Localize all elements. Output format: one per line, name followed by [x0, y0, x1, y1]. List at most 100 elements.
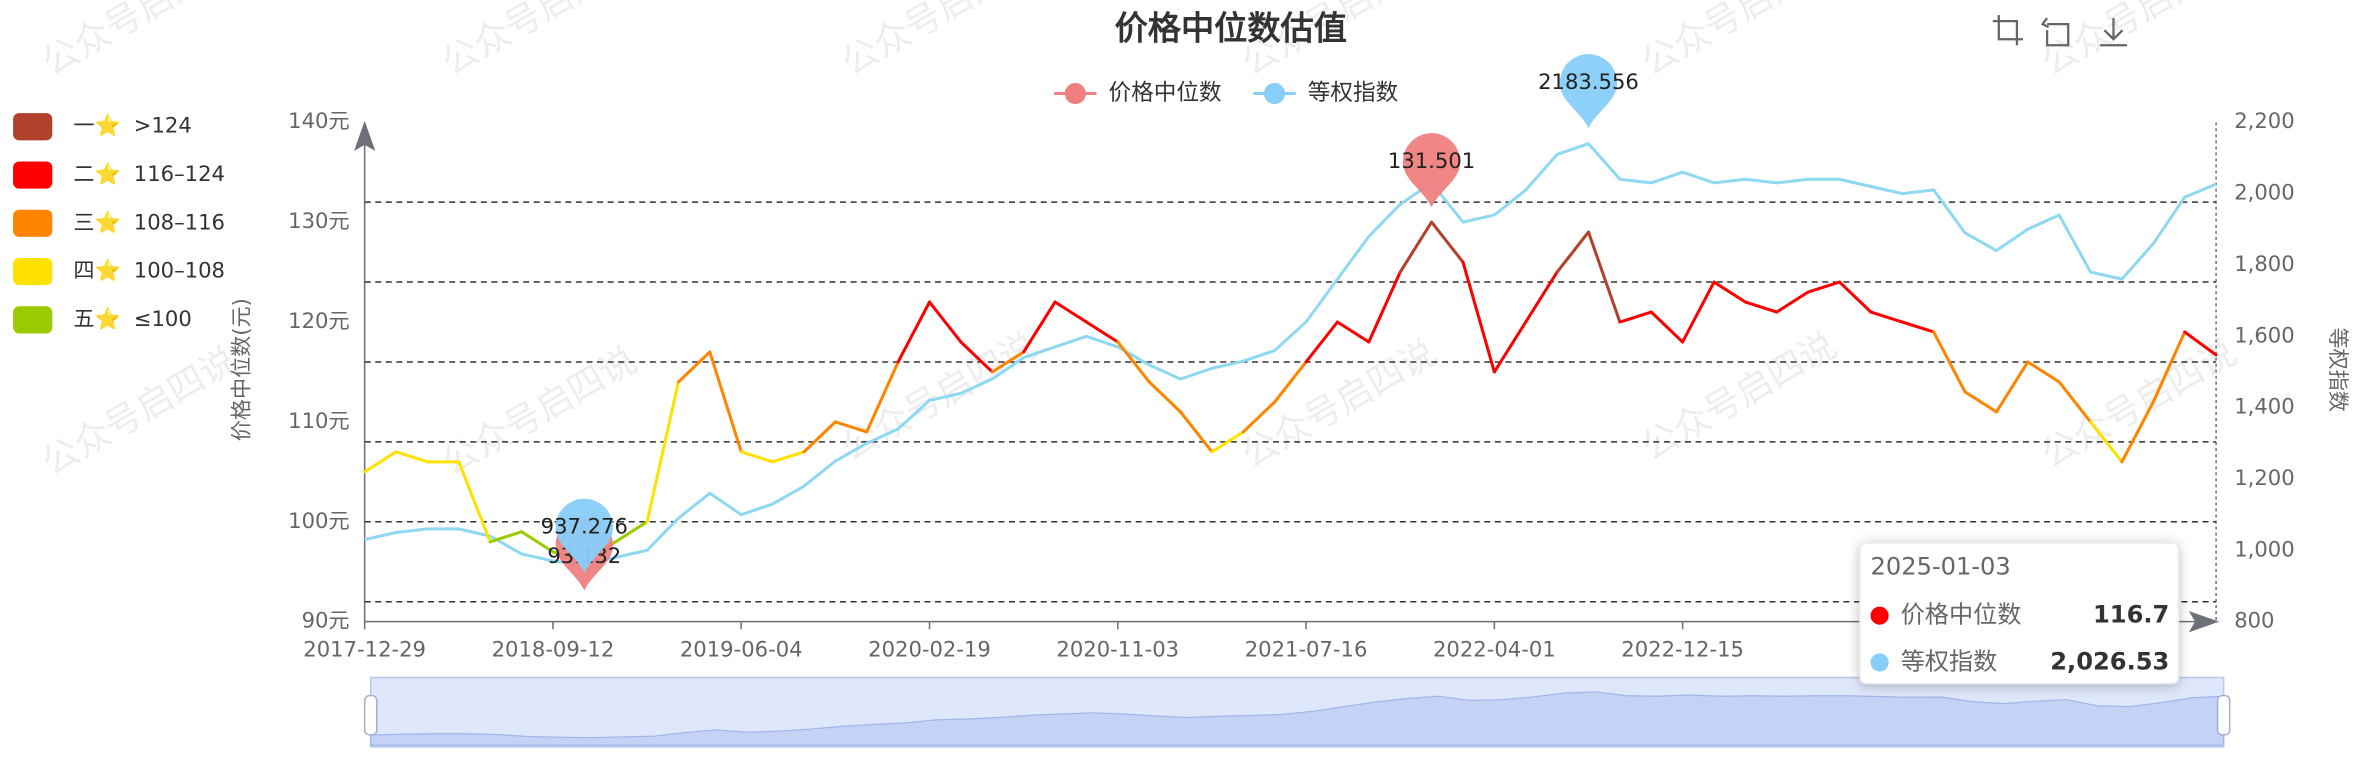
y2-tick-label: 2,200: [2234, 108, 2294, 133]
watermark: 公众号启四说: [434, 0, 644, 84]
y-tick-label: 90元: [302, 608, 350, 633]
piece-swatch: [13, 258, 53, 286]
price-segment: [614, 520, 649, 544]
price-segment: [896, 300, 932, 364]
tooltip-date: 2025-01-03: [1871, 552, 2011, 580]
price-segment: [1900, 320, 1936, 334]
price-segment: [1775, 290, 1810, 314]
piece-range: 108–116: [134, 209, 225, 234]
watermarks: 公众号启四说 公众号启四说 公众号启四说 公众号启四说 公众号启四说 公众号启四…: [34, 0, 2243, 484]
piece-range: >124: [134, 113, 192, 138]
tooltip-value: 116.7: [2093, 601, 2169, 629]
price-segment: [1618, 310, 1653, 324]
y2-tick-label: 1,600: [2234, 322, 2294, 347]
piece-label: 一⭐: [73, 113, 120, 138]
price-segment: [833, 420, 869, 434]
mark-pin: [1559, 54, 1618, 129]
price-segment: [2183, 330, 2218, 357]
y-axis-arrow: [354, 120, 376, 151]
price-segment: [1586, 230, 1622, 324]
price-segment: [865, 360, 900, 434]
piece-label: 三⭐: [73, 209, 120, 234]
y-tick-label: 140元: [288, 108, 349, 133]
price-segment: [708, 350, 743, 454]
legend-label: 价格中位数: [1109, 80, 1222, 106]
y2-tick-label: 800: [2234, 608, 2274, 633]
piece-range: 100–108: [134, 258, 225, 283]
zoom-area: [370, 691, 2225, 747]
price-segment: [1461, 260, 1496, 374]
tooltip-box: [1859, 542, 2180, 685]
price-segment: [1712, 280, 1747, 304]
y2-tick-label: 1,000: [2234, 536, 2294, 561]
price-segment: [1492, 320, 1528, 374]
zoom-handle[interactable]: [363, 694, 378, 736]
y2-tick-label: 1,800: [2234, 251, 2294, 276]
x-tick-label: 2020-11-03: [1056, 636, 1179, 661]
y-tick-label: 100元: [288, 508, 349, 533]
mark-label: 937.276: [541, 513, 628, 538]
piece-range: ≤100: [134, 306, 192, 331]
tooltip: 2025-01-03 价格中位数 116.7 等权指数 2,026.53: [1859, 542, 2180, 685]
piece-label: 四⭐: [73, 258, 120, 283]
toolbox: [1992, 15, 2128, 47]
mark-label: 131.501: [1388, 148, 1475, 173]
y2-tick-label: 1,400: [2234, 394, 2294, 419]
tooltip-name: 价格中位数: [1901, 601, 2022, 629]
watermark: 公众号启四说: [434, 338, 644, 484]
price-segment: [1210, 430, 1245, 454]
legend-marker: [1064, 82, 1086, 105]
x-tick-label: 2021-07-16: [1245, 636, 1368, 661]
restore-icon[interactable]: [2040, 17, 2070, 47]
chart-title: 价格中位数估值: [1115, 9, 1347, 48]
price-segment: [1273, 360, 1308, 404]
price-segment: [1869, 310, 1904, 324]
watermark: 公众号启四说: [1634, 0, 1844, 84]
price-segment: [363, 450, 398, 474]
piece-label: 五⭐: [73, 306, 120, 331]
tooltip-value: 2,026.53: [2050, 647, 2169, 675]
price-segment: [1994, 360, 2030, 414]
price-segment: [1430, 220, 1465, 264]
x-tick-label: 2017-12-29: [303, 636, 426, 661]
price-segment: [1963, 390, 1998, 414]
price-segment: [2057, 380, 2093, 424]
piece-swatch: [13, 209, 53, 237]
price-segment: [1743, 300, 1779, 314]
x-tick-label: 2022-04-01: [1433, 636, 1556, 661]
zoom-handle[interactable]: [2216, 694, 2231, 736]
tooltip-marker: [1870, 653, 1889, 672]
price-segment: [927, 300, 963, 344]
price-segment: [1649, 310, 1685, 344]
price-segment: [1932, 330, 1967, 394]
price-segment: [1053, 300, 1088, 324]
price-segment: [1555, 230, 1590, 274]
watermark: 公众号启四说: [34, 338, 244, 484]
piece-swatch: [13, 113, 53, 141]
y2-tick-label: 2,000: [2234, 180, 2294, 205]
x-tick-label: 2020-02-19: [868, 636, 991, 661]
price-segment: [1335, 320, 1371, 344]
price-segment: [645, 380, 680, 524]
price-segment: [2026, 360, 2061, 384]
y-tick-label: 130元: [288, 208, 349, 233]
tooltip-marker: [1870, 606, 1889, 625]
price-segment: [1838, 280, 1873, 314]
index-line: [364, 141, 2217, 567]
price-segment: [1241, 400, 1277, 434]
zoom-icon[interactable]: [1992, 15, 2023, 46]
y-tick-label: 120元: [288, 308, 349, 333]
mark-label: 2183.556: [1538, 69, 1639, 94]
y2-axis-title: 等权指数: [2326, 327, 2351, 411]
legend-label: 等权指数: [1308, 80, 1399, 106]
price-segment: [1116, 340, 1151, 384]
watermark: 公众号启四说: [34, 0, 244, 84]
price-segment: [2089, 420, 2124, 464]
watermark: 公众号启四说: [834, 323, 1044, 469]
x-tick-label: 2019-06-04: [680, 636, 803, 661]
y2-tick-label: 1,200: [2234, 465, 2294, 490]
price-segment: [1179, 410, 1214, 454]
download-icon[interactable]: [2099, 18, 2128, 47]
piece-label: 二⭐: [73, 161, 120, 186]
